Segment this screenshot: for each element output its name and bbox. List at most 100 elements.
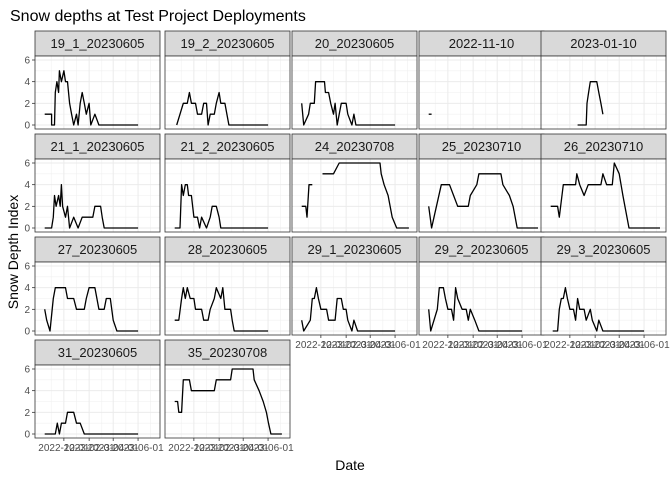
series-line — [176, 91, 269, 126]
y-tick-label: 2 — [24, 99, 30, 110]
panel-border — [164, 55, 291, 130]
facet-strip — [34, 30, 161, 57]
series-line — [322, 162, 409, 229]
facet-panel: 21_1_20230605 0 2 4 6 — [24, 133, 161, 235]
facet-panel: 29_1_20230605 2022-12-012023-02-012023-04… — [291, 236, 421, 351]
series-line — [44, 70, 139, 126]
panel-border — [540, 261, 667, 336]
series-line — [577, 81, 604, 126]
facet-strip-label: 28_20230605 — [188, 242, 268, 257]
facet-panel: 26_20230710 — [540, 133, 667, 233]
facet-strip-label: 19_2_20230605 — [181, 36, 275, 51]
y-tick-label: 6 — [24, 365, 30, 376]
y-tick-label: 4 — [24, 180, 30, 191]
x-tick-label: 2023-04-01 — [88, 443, 140, 454]
series-line — [174, 287, 269, 332]
facet-strip-label: 27_20230605 — [58, 242, 138, 257]
facet-panel: 21_2_20230605 — [164, 133, 291, 233]
x-tick-label: 2023-06-01 — [242, 443, 294, 454]
x-tick-label: 2023-06-01 — [369, 340, 421, 351]
facet-strip-label: 29_2_20230605 — [435, 242, 529, 257]
series-line — [44, 411, 139, 435]
facet-panel: 19_2_20230605 — [164, 30, 291, 130]
facet-panel: 27_20230605 0 2 4 6 — [24, 236, 161, 338]
facet-strip — [291, 236, 418, 263]
panel-border — [291, 261, 418, 336]
series-line — [428, 173, 538, 229]
x-tick-label: 2023-02-01 — [64, 443, 116, 454]
x-tick-label: 2023-06-01 — [496, 340, 548, 351]
facet-panel: 28_20230605 — [164, 236, 291, 336]
series-line — [301, 287, 396, 332]
facet-strip-label: 21_1_20230605 — [51, 139, 145, 154]
x-tick-label: 2022-12-01 — [295, 340, 347, 351]
x-tick-label: 2023-04-01 — [218, 443, 270, 454]
x-tick-label: 2022-12-01 — [422, 340, 474, 351]
y-tick-label: 4 — [24, 283, 30, 294]
facet-strip — [164, 30, 291, 57]
x-tick-label: 2023-04-01 — [345, 340, 397, 351]
x-axis-label: Date — [335, 457, 365, 473]
panel-border — [164, 261, 291, 336]
panel-border — [34, 364, 161, 439]
y-tick-label: 6 — [24, 159, 30, 170]
facet-strip-label: 31_20230605 — [58, 345, 138, 360]
facet-panel: 20_20230605 — [291, 30, 418, 130]
x-tick-label: 2023-04-01 — [472, 340, 524, 351]
chart-title: Snow depths at Test Project Deployments — [10, 8, 306, 25]
series-line — [44, 287, 139, 332]
facet-panel: 35_20230708 2022-12-012023-02-012023-04-0… — [164, 339, 294, 454]
facet-strip-label: 24_20230708 — [315, 139, 395, 154]
facet-strip-label: 26_20230710 — [564, 139, 644, 154]
facet-strip-label: 19_1_20230605 — [51, 36, 145, 51]
series-line — [301, 184, 313, 218]
x-tick-label: 2022-12-01 — [544, 340, 596, 351]
facet-strip — [164, 133, 291, 160]
panel-border — [540, 158, 667, 233]
panel-border — [164, 364, 291, 439]
facet-strip — [418, 30, 545, 57]
y-tick-label: 6 — [24, 56, 30, 67]
y-axis-label: Snow Depth Index — [5, 195, 21, 309]
facet-strip — [418, 236, 545, 263]
panel-border — [540, 55, 667, 130]
facet-strip-label: 20_20230605 — [315, 36, 395, 51]
series-line — [550, 162, 660, 229]
series-line — [44, 184, 139, 229]
y-tick-label: 2 — [24, 305, 30, 316]
y-tick-label: 4 — [24, 77, 30, 88]
facet-strip — [34, 133, 161, 160]
y-tick-label: 2 — [24, 408, 30, 419]
facet-panel: 2023-01-10 — [540, 30, 667, 130]
facet-strip-label: 2022-11-10 — [449, 36, 515, 51]
y-tick-label: 0 — [24, 430, 30, 441]
facet-strip-label: 35_20230708 — [188, 345, 268, 360]
facet-panel: 31_20230605 0 2 4 6 2022-12-012023-02-012023-… — [24, 339, 164, 454]
facet-strip — [291, 133, 418, 160]
panel-border — [34, 158, 161, 233]
facet-strip-label: 29_1_20230605 — [308, 242, 402, 257]
facet-panel: 29_2_20230605 2022-12-012023-02-012023-04… — [418, 236, 548, 351]
y-tick-label: 2 — [24, 202, 30, 213]
x-tick-label: 2023-02-01 — [570, 340, 622, 351]
series-line — [428, 287, 523, 332]
facet-strip — [540, 133, 667, 160]
x-tick-label: 2022-12-01 — [38, 443, 90, 454]
y-tick-label: 0 — [24, 121, 30, 132]
panel-border — [164, 158, 291, 233]
x-tick-label: 2023-06-01 — [618, 340, 670, 351]
series-line — [552, 287, 645, 332]
facet-panels: 19_1_20230605 0 2 4 6 19_2_20230605 20_2023060… — [24, 30, 670, 454]
x-tick-label: 2022-12-01 — [168, 443, 220, 454]
y-tick-label: 0 — [24, 327, 30, 338]
facet-strip — [540, 236, 667, 263]
panel-border — [291, 158, 418, 233]
y-tick-label: 6 — [24, 262, 30, 273]
facet-strip — [34, 339, 161, 366]
x-tick-label: 2023-02-01 — [194, 443, 246, 454]
facet-panel: 24_20230708 — [291, 133, 418, 233]
facet-strip-label: 2023-01-10 — [570, 36, 637, 51]
series-line — [174, 368, 282, 435]
